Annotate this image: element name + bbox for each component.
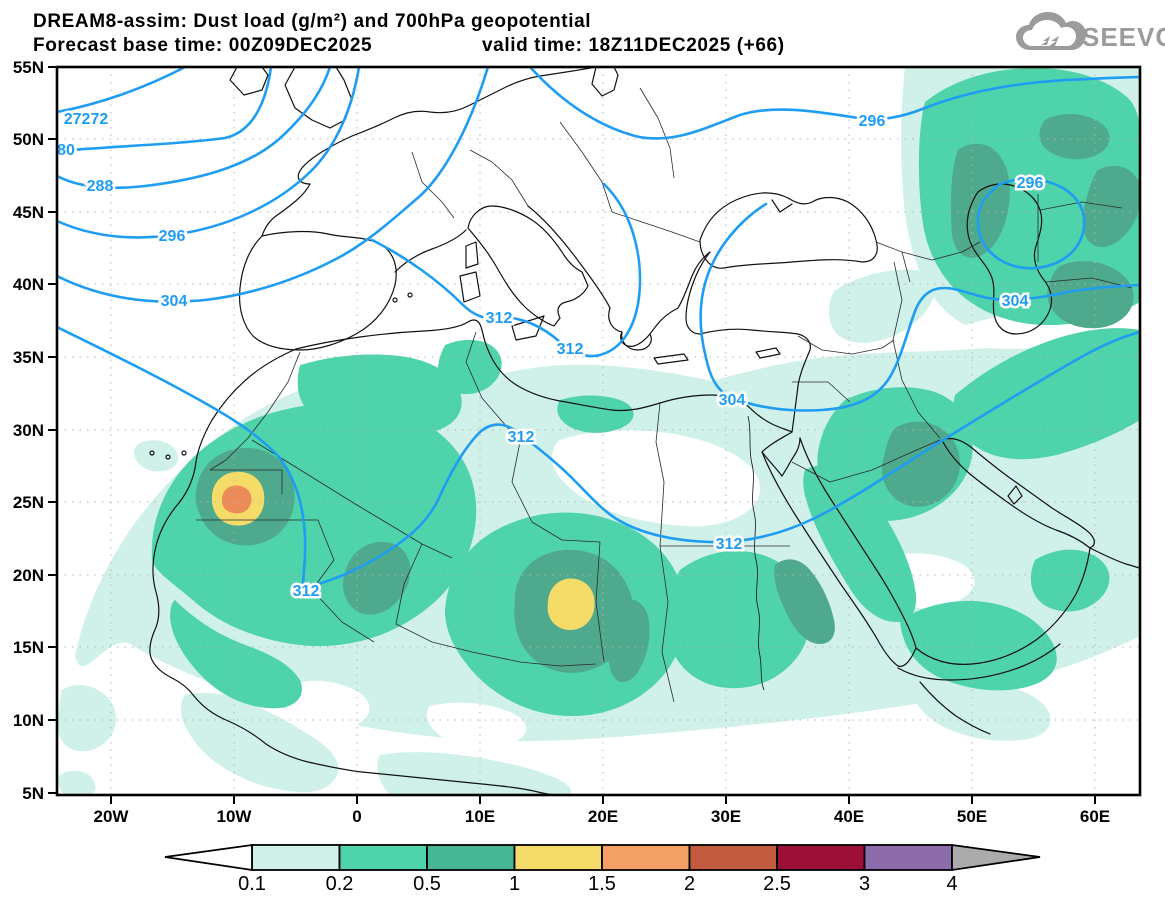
contour-label-80-1: 80: [57, 142, 75, 159]
lon-label-60E: 60E: [1080, 807, 1110, 826]
latitude-axis: 55N 50N 45N 40N 35N 30N 25N 20N 15N 10N 5N: [13, 58, 57, 803]
colorbar-cell-5: [601, 844, 691, 871]
cloud-icon: [1016, 12, 1086, 50]
colorbar-tick-0.2: 0.2: [326, 873, 354, 895]
lat-label-55N: 55N: [13, 58, 44, 77]
colorbar-tick-0.1: 0.1: [238, 873, 266, 895]
lon-label-20W: 20W: [94, 807, 130, 826]
colorbar-left-arrow: [164, 843, 253, 872]
forecast-base-time: Forecast base time: 00Z09DEC2025: [33, 35, 372, 56]
contour-label-312-10: 312: [716, 536, 743, 553]
colorbar-cell-6: [688, 844, 778, 871]
colorbar-tick-3: 3: [859, 873, 870, 895]
lat-label-35N: 35N: [13, 348, 44, 367]
chart-title: DREAM8-assim: Dust load (g/m²) and 700hP…: [33, 11, 591, 32]
lon-label-10E: 10E: [465, 807, 495, 826]
contour-label-296-12: 296: [1017, 175, 1044, 192]
colorbar-tick-2.5: 2.5: [763, 873, 791, 895]
lat-label-5N: 5N: [22, 784, 44, 803]
valid-time: valid time: 18Z11DEC2025 (+66): [482, 35, 785, 56]
colorbar-cells: [251, 844, 953, 871]
contour-labels: 27272 80 288 296 304 312 312 312 312 304 312 296 296…: [55, 109, 1046, 603]
colorbar-cell-7: [776, 844, 866, 871]
lat-label-40N: 40N: [13, 275, 44, 294]
logo-label: SEEVCCC: [1082, 22, 1165, 52]
lon-label-40E: 40E: [834, 807, 864, 826]
contour-label-296-3: 296: [159, 228, 186, 245]
colorbar-cell-2: [338, 844, 428, 871]
dust-shading: [57, 67, 1140, 795]
lat-label-50N: 50N: [13, 130, 44, 149]
contour-label-312-5: 312: [486, 310, 513, 327]
contour-label-296-11: 296: [859, 113, 886, 130]
lon-label-30E: 30E: [711, 807, 741, 826]
colorbar-tick-4: 4: [946, 873, 957, 895]
lon-label-0: 0: [352, 807, 361, 826]
lon-label-50E: 50E: [957, 807, 987, 826]
colorbar-tick-0.5: 0.5: [413, 873, 441, 895]
contour-label-304-13: 304: [1002, 293, 1029, 310]
contour-label-304-9: 304: [719, 392, 746, 409]
contour-label-27272-0: 27272: [64, 111, 109, 128]
colorbar: 0.1 0.2 0.5 1 1.5 2 2.5 3 4: [164, 843, 1041, 895]
longitude-axis: 20W 10W 0 10E 20E 30E 40E 50E 60E: [94, 795, 1110, 826]
colorbar-cell-4: [513, 844, 603, 871]
lat-label-20N: 20N: [13, 566, 44, 585]
lat-label-25N: 25N: [13, 493, 44, 512]
colorbar-tick-2: 2: [684, 873, 695, 895]
contour-label-304-4: 304: [161, 293, 188, 310]
country-borders: [196, 87, 1133, 703]
contour-label-312-6: 312: [557, 341, 584, 358]
lat-label-45N: 45N: [13, 203, 44, 222]
contour-label-288-2: 288: [87, 178, 114, 195]
colorbar-labels: 0.1 0.2 0.5 1 1.5 2 2.5 3 4: [238, 873, 957, 895]
colorbar-cell-8: [863, 844, 953, 871]
coastlines: [149, 67, 1140, 795]
colorbar-right-arrow: [951, 843, 1041, 872]
colorbar-tick-1: 1: [509, 873, 520, 895]
colorbar-cell-1: [251, 844, 341, 871]
colorbar-cell-3: [426, 844, 516, 871]
contour-label-312-8: 312: [293, 583, 320, 600]
lat-label-30N: 30N: [13, 421, 44, 440]
colorbar-tick-1.5: 1.5: [588, 873, 616, 895]
seevccc-logo: SEEVCCC: [1016, 12, 1165, 52]
lon-label-10W: 10W: [217, 807, 253, 826]
lat-label-10N: 10N: [13, 711, 44, 730]
contour-label-312-7: 312: [508, 429, 535, 446]
geopotential-contours: [57, 67, 1140, 590]
lat-label-15N: 15N: [13, 638, 44, 657]
nile-river: [747, 415, 765, 691]
lon-label-20E: 20E: [588, 807, 618, 826]
